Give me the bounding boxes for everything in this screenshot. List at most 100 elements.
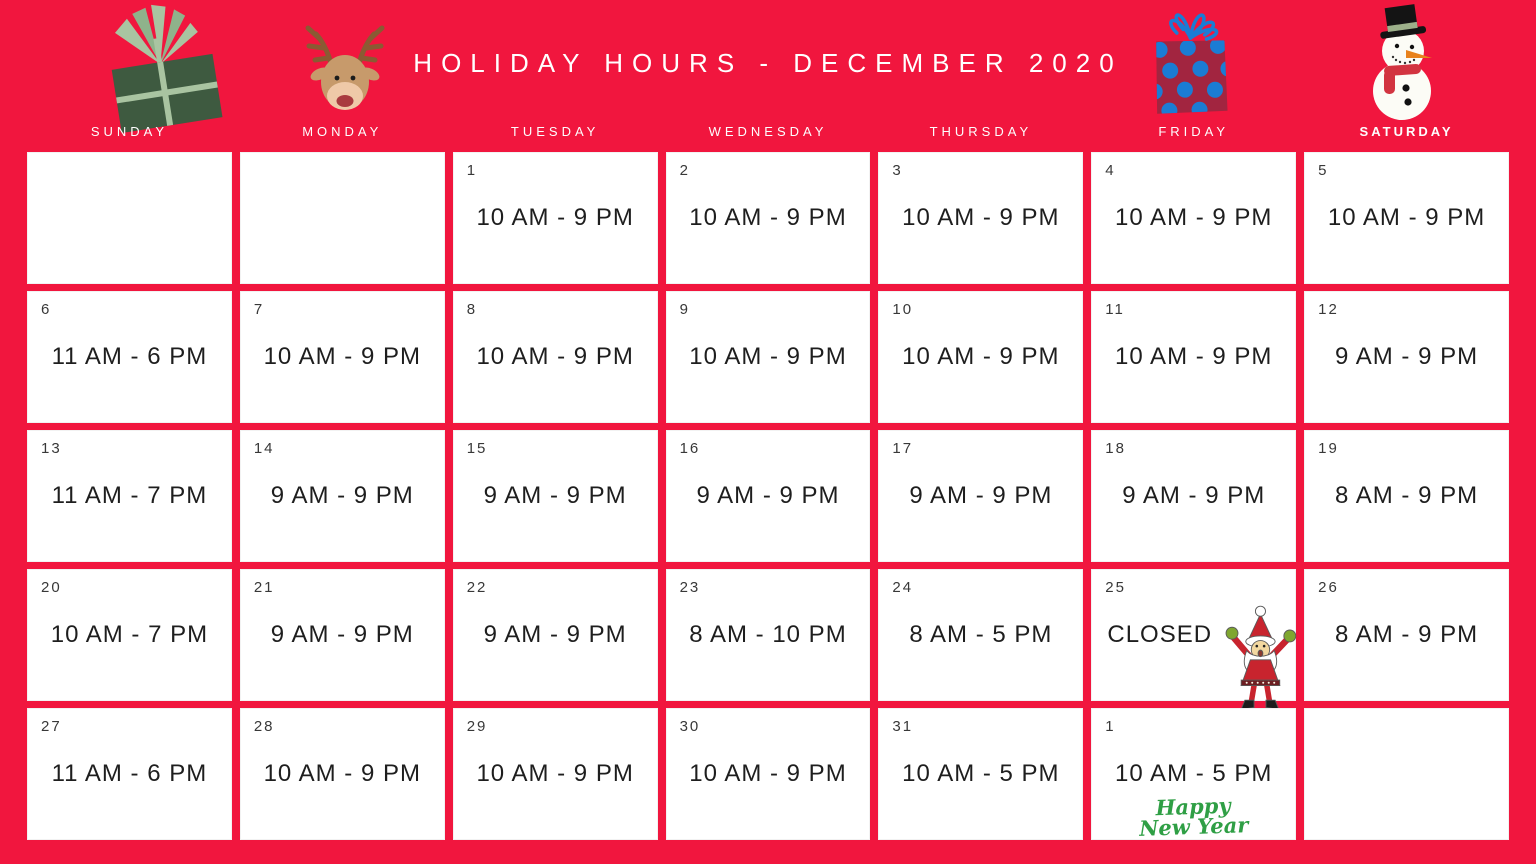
calendar-cell: 20 10 AM - 7 PM	[27, 569, 232, 701]
day-number: 5	[1318, 162, 1329, 179]
weekday-label-wednesday: WEDNESDAY	[708, 124, 828, 139]
day-number: 28	[253, 718, 275, 735]
header: HOLIDAY HOURS - DECEMBER 2020 SUNDAY MOND…	[0, 0, 1536, 152]
day-number: 18	[1105, 440, 1126, 457]
cell-hours: 10 AM - 9 PM	[1115, 204, 1273, 231]
day-number: 17	[892, 440, 914, 457]
calendar-cell	[27, 152, 232, 284]
calendar-cell	[239, 152, 445, 284]
calendar-cell: 17 9 AM - 9 PM	[878, 430, 1084, 562]
cell-hours: 8 AM - 9 PM	[1335, 621, 1479, 648]
calendar-cell: 1 10 AM - 5 PM Happy New Year	[1091, 708, 1297, 841]
cell-hours: 10 AM - 9 PM	[902, 343, 1060, 370]
day-number: 11	[1105, 301, 1125, 318]
day-number: 30	[679, 718, 701, 735]
weekday-label-monday: MONDAY	[302, 124, 383, 139]
day-number: 26	[1318, 579, 1339, 596]
day-number: 21	[253, 579, 275, 596]
day-number: 2	[679, 162, 690, 179]
day-number: 6	[41, 301, 52, 318]
day-number: 9	[679, 301, 690, 318]
day-number: 4	[1105, 162, 1116, 179]
calendar-cell: 31 10 AM - 5 PM	[878, 708, 1084, 840]
cell-hours: 10 AM - 9 PM	[1115, 343, 1273, 370]
day-number: 27	[41, 718, 62, 735]
cell-hours: 9 AM - 9 PM	[270, 621, 414, 648]
cell-hours: 8 AM - 10 PM	[689, 621, 847, 648]
day-number: 8	[466, 301, 478, 318]
day-number: 10	[892, 301, 914, 318]
calendar-cell: 30 10 AM - 9 PM	[665, 708, 871, 840]
weekday-label-friday: FRIDAY	[1158, 124, 1230, 139]
calendar-cell: 27 11 AM - 6 PM	[27, 708, 232, 840]
calendar-cell: 11 10 AM - 9 PM	[1091, 291, 1297, 423]
calendar-cell: 12 9 AM - 9 PM	[1304, 291, 1509, 423]
calendar-cell: 13 11 AM - 7 PM	[27, 430, 232, 562]
cell-hours: 11 AM - 6 PM	[51, 343, 208, 370]
cell-hours: 10 AM - 9 PM	[689, 343, 847, 370]
calendar-cell: 21 9 AM - 9 PM	[239, 569, 445, 701]
cell-hours: 10 AM - 9 PM	[476, 204, 634, 231]
weekday-label-saturday: SATURDAY	[1359, 124, 1454, 139]
day-number: 25	[1105, 579, 1126, 596]
calendar-cell: 7 10 AM - 9 PM	[239, 291, 445, 423]
calendar-cell: 1 10 AM - 9 PM	[452, 152, 658, 284]
cell-hours: 10 AM - 9 PM	[476, 760, 634, 787]
weekday-row: SUNDAY MONDAY TUESDAY WEDNESDAY THURSDAY FRID…	[0, 116, 1536, 139]
day-number: 19	[1318, 440, 1339, 457]
calendar-cell: 28 10 AM - 9 PM	[239, 708, 445, 840]
calendar-cell: 8 10 AM - 9 PM	[452, 291, 658, 423]
day-number: 7	[253, 301, 265, 318]
day-number: 12	[1318, 301, 1339, 318]
calendar-cell: 5 10 AM - 9 PM	[1304, 152, 1509, 284]
calendar-cell: 15 9 AM - 9 PM	[452, 430, 658, 562]
calendar-cell: 3 10 AM - 9 PM	[878, 152, 1084, 284]
day-number: 31	[892, 718, 914, 735]
cell-hours: 10 AM - 5 PM	[902, 760, 1060, 787]
calendar-cell: 18 9 AM - 9 PM	[1091, 430, 1297, 562]
cell-hours: 10 AM - 9 PM	[476, 343, 634, 370]
cell-hours: 9 AM - 9 PM	[270, 482, 414, 509]
calendar-cell: 2 10 AM - 9 PM	[665, 152, 871, 284]
calendar-title: HOLIDAY HOURS - DECEMBER 2020	[413, 48, 1123, 78]
day-number: 1	[1105, 718, 1116, 735]
cell-hours: 10 AM - 9 PM	[902, 204, 1060, 231]
calendar-cell: 29 10 AM - 9 PM	[452, 708, 658, 840]
cell-hours: 9 AM - 9 PM	[483, 621, 627, 648]
weekday-label-tuesday: TUESDAY	[510, 124, 600, 139]
calendar-cell: 23 8 AM - 10 PM	[665, 569, 871, 701]
cell-hours: 10 AM - 9 PM	[263, 343, 421, 370]
day-number: 22	[466, 579, 488, 596]
day-number: 20	[41, 579, 62, 596]
santa-icon	[1225, 605, 1297, 710]
day-number: 14	[253, 440, 275, 457]
calendar-cell	[1304, 708, 1509, 840]
day-number: 13	[41, 440, 62, 457]
cell-hours: 9 AM - 9 PM	[1335, 343, 1479, 370]
cell-hours: 8 AM - 5 PM	[909, 621, 1053, 648]
day-number: 1	[466, 162, 478, 179]
weekday-label-sunday: SUNDAY	[90, 124, 169, 139]
weekday-label-thursday: THURSDAY	[929, 124, 1033, 139]
calendar-cell: 16 9 AM - 9 PM	[665, 430, 871, 562]
cell-hours: 9 AM - 9 PM	[483, 482, 627, 509]
snowman-icon	[1373, 4, 1432, 120]
day-number: 16	[679, 440, 701, 457]
cell-hours: 10 AM - 9 PM	[689, 204, 847, 231]
cell-hours: 10 AM - 9 PM	[1327, 204, 1486, 231]
polka-dot-gift-icon	[1151, 13, 1233, 119]
cell-hours: 11 AM - 6 PM	[51, 760, 208, 787]
cell-hours: 9 AM - 9 PM	[696, 482, 840, 509]
cell-hours: 10 AM - 9 PM	[263, 760, 421, 787]
calendar-cell: 25 CLOSED	[1091, 569, 1297, 710]
calendar-cell: 19 8 AM - 9 PM	[1304, 430, 1509, 562]
happy-new-year-note: Happy New Year	[1139, 792, 1250, 841]
day-number: 23	[679, 579, 701, 596]
day-number: 3	[892, 162, 903, 179]
cell-hours: 8 AM - 9 PM	[1335, 482, 1479, 509]
calendar-cell: 24 8 AM - 5 PM	[878, 569, 1084, 701]
calendar-cell: 9 10 AM - 9 PM	[665, 291, 871, 423]
day-number: 15	[466, 440, 488, 457]
cell-hours: 10 AM - 7 PM	[50, 621, 209, 648]
day-number: 24	[892, 579, 914, 596]
